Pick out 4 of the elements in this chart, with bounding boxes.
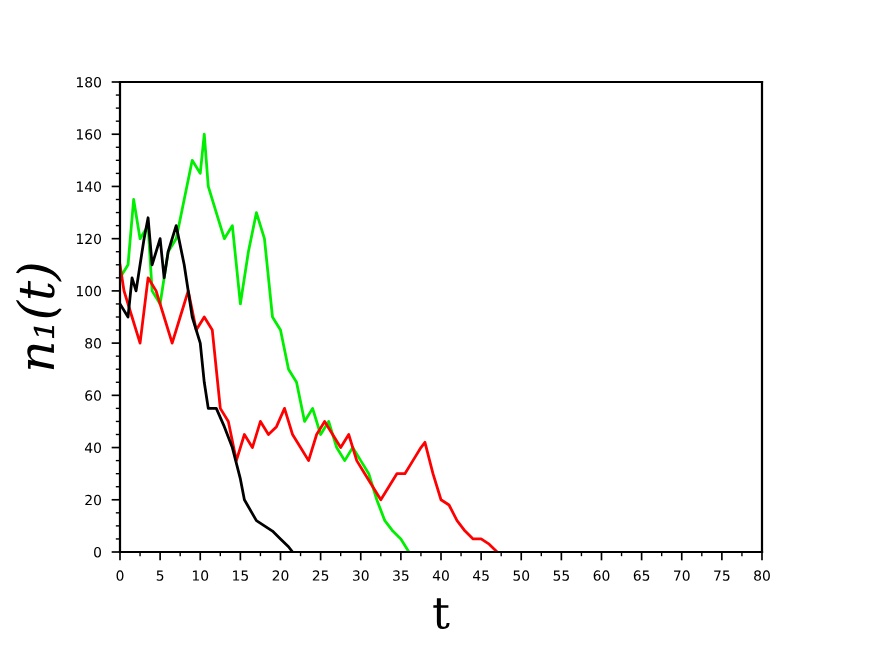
- line-series: [120, 263, 499, 552]
- line-series: [120, 132, 411, 552]
- x-axis-title: t: [433, 598, 450, 630]
- y-axis-title: n₁(t): [15, 264, 62, 370]
